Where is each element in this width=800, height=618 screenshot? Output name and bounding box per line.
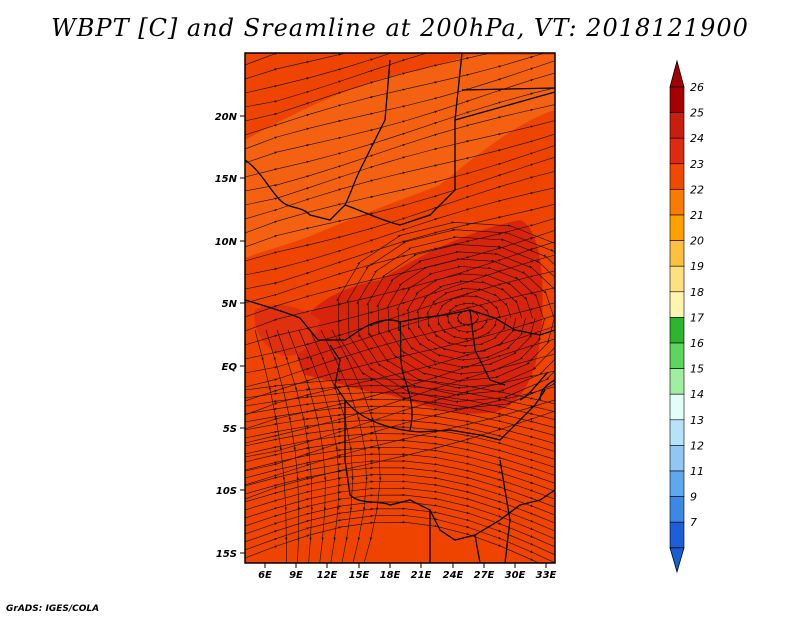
colorbar-max-arrow [669, 59, 685, 88]
lat-label: 5S [223, 424, 237, 435]
streamline [245, 0, 565, 51]
colorbar-swatch [669, 342, 685, 369]
colorbar-swatch [669, 470, 685, 497]
colorbar-label: 24 [690, 132, 704, 145]
colorbar-swatch [669, 265, 685, 293]
colorbar-swatch [669, 445, 685, 472]
colorbar-label: 11 [690, 465, 704, 478]
colorbar-swatch [669, 240, 685, 267]
streamline [245, 0, 565, 37]
lon-label: 21E [411, 570, 432, 581]
longitude-axis: 6E 9E 12E 15E 18E 21E 24E 27E 30E 33E [258, 563, 557, 581]
lat-label: 10N [215, 237, 238, 248]
map-title: WBPT [C] and Sreamline at 200hPa, VT: 20… [51, 14, 749, 42]
colorbar-swatch [669, 317, 685, 344]
colorbar-label: 19 [690, 260, 704, 273]
colorbar-swatch [669, 419, 685, 446]
colorbar-swatch [669, 521, 685, 549]
colorbar-swatch [669, 496, 685, 523]
lat-label: EQ [222, 362, 238, 373]
colorbar-label: 25 [690, 107, 704, 120]
colorbar-label: 26 [690, 81, 704, 94]
lon-label: 15E [349, 570, 370, 581]
colorbar-label: 7 [690, 516, 697, 529]
colorbar-label: 20 [690, 235, 704, 248]
latitude-axis: 20N 15N 10N 5N EQ 5S 10S 15S [215, 112, 245, 560]
colorbar-label: 18 [690, 286, 704, 299]
colorbar-label: 9 [690, 491, 697, 504]
lon-label: 27E [474, 570, 495, 581]
colorbar-swatch [669, 214, 685, 241]
colorbar-min-arrow [669, 547, 685, 574]
streamline [245, 0, 565, 23]
lon-label: 33E [536, 570, 557, 581]
colorbar-swatch [669, 189, 685, 216]
streamline [331, 329, 382, 563]
lat-label: 5N [222, 299, 238, 310]
streamline [245, 0, 565, 9]
colorbar-label: 23 [690, 158, 704, 171]
colorbar-label: 15 [690, 363, 704, 376]
colorbar-swatch [669, 393, 685, 421]
colorbar-label: 13 [690, 414, 704, 427]
colorbar-label: 21 [690, 209, 704, 222]
lat-label: 10S [216, 486, 237, 497]
colorbar-swatch [669, 112, 685, 139]
lon-label: 18E [380, 570, 401, 581]
lon-label: 30E [505, 570, 526, 581]
map-frame [244, 52, 556, 564]
lon-label: 9E [289, 570, 303, 581]
colorbar-swatch [669, 86, 685, 113]
colorbar-swatch [669, 291, 685, 318]
lat-label: 15N [215, 174, 238, 185]
lat-label: 15S [216, 549, 237, 560]
grads-credit: GrADS: IGES/COLA [6, 604, 100, 614]
colorbar-swatch [669, 163, 685, 190]
colorbar-swatch [669, 137, 685, 165]
country-borders [245, 53, 555, 563]
colorbar-swatch [669, 368, 685, 395]
streamlines [245, 0, 565, 563]
lon-label: 6E [258, 570, 272, 581]
colorbar-label: 17 [690, 311, 704, 324]
lon-label: 12E [317, 570, 338, 581]
lat-label: 20N [215, 112, 238, 123]
colorbar-label: 14 [690, 388, 704, 401]
colorbar-label: 12 [690, 439, 704, 452]
colorbar-label: 22 [690, 183, 704, 196]
lon-label: 24E [443, 570, 464, 581]
colorbar-label: 16 [690, 337, 704, 350]
colorbar: 26 25 24 23 22 21 20 19 18 17 16 15 14 13 12 11 9 7 [669, 59, 704, 574]
